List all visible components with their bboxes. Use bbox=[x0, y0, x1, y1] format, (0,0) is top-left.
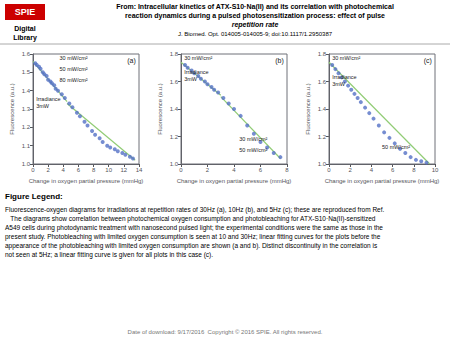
svg-text:Fluorescence-oxygen diagrams f: Fluorescence-oxygen diagrams for irradia… bbox=[5, 206, 385, 214]
svg-text:0: 0 bbox=[31, 167, 35, 173]
svg-text:Irradiance: Irradiance bbox=[36, 96, 60, 102]
svg-text:(a): (a) bbox=[127, 57, 136, 65]
svg-text:1.6: 1.6 bbox=[318, 79, 327, 85]
svg-text:1.6: 1.6 bbox=[170, 79, 179, 85]
svg-text:1.0: 1.0 bbox=[22, 161, 31, 167]
svg-text:1.2: 1.2 bbox=[170, 134, 179, 140]
svg-text:Change in oxygen partial press: Change in oxygen partial pressure (mmHg) bbox=[177, 178, 292, 184]
svg-text:repetition rate: repetition rate bbox=[232, 21, 279, 29]
svg-text:30 mW/cm²: 30 mW/cm² bbox=[239, 136, 267, 142]
svg-text:8: 8 bbox=[92, 167, 96, 173]
svg-text:30 mW/cm²: 30 mW/cm² bbox=[60, 55, 88, 61]
svg-text:6: 6 bbox=[259, 167, 263, 173]
svg-text:1.0: 1.0 bbox=[318, 161, 327, 167]
svg-text:80 mW/cm²: 80 mW/cm² bbox=[60, 77, 88, 83]
svg-text:4: 4 bbox=[62, 167, 66, 173]
svg-text:8: 8 bbox=[285, 167, 289, 173]
svg-text:2: 2 bbox=[349, 167, 353, 173]
svg-text:2: 2 bbox=[206, 167, 210, 173]
svg-text:6: 6 bbox=[77, 167, 81, 173]
svg-text:A549 cells during photodynamic: A549 cells during photodynamic treatment… bbox=[5, 224, 383, 232]
svg-text:1.8: 1.8 bbox=[170, 51, 179, 57]
svg-text:4: 4 bbox=[232, 167, 236, 173]
svg-text:Library: Library bbox=[13, 34, 37, 42]
svg-text:3mW: 3mW bbox=[184, 76, 198, 82]
svg-text:Figure Legend:: Figure Legend: bbox=[5, 192, 63, 201]
svg-text:0: 0 bbox=[327, 167, 331, 173]
svg-text:50 mW/cm²: 50 mW/cm² bbox=[239, 147, 267, 153]
svg-text:1.2: 1.2 bbox=[318, 134, 327, 140]
svg-text:Date of download: 9/17/2016 C: Date of download: 9/17/2016 Copyright © … bbox=[128, 329, 323, 335]
svg-text:The diagrams show correlation: The diagrams show correlation between ph… bbox=[5, 215, 376, 223]
svg-text:present study. Photobleaching: present study. Photobleaching with limit… bbox=[5, 233, 381, 241]
svg-text:30 mW/cm²: 30 mW/cm² bbox=[184, 55, 212, 61]
svg-text:Change in oxygen partial press: Change in oxygen partial pressure (mmHg) bbox=[29, 178, 144, 184]
svg-text:1.5: 1.5 bbox=[22, 69, 31, 75]
svg-text:Fluorescence (a.u.): Fluorescence (a.u.) bbox=[9, 83, 15, 135]
svg-text:12: 12 bbox=[121, 167, 128, 173]
svg-text:Fluorescence (a.u.): Fluorescence (a.u.) bbox=[157, 83, 163, 135]
svg-text:SPIE: SPIE bbox=[15, 7, 36, 17]
svg-text:0: 0 bbox=[179, 167, 183, 173]
svg-text:Irradiance: Irradiance bbox=[332, 74, 356, 80]
svg-text:3mW: 3mW bbox=[332, 81, 346, 87]
svg-text:1.0: 1.0 bbox=[170, 161, 179, 167]
svg-text:1.4: 1.4 bbox=[318, 106, 327, 112]
svg-text:Digital: Digital bbox=[14, 25, 35, 33]
svg-text:8: 8 bbox=[412, 167, 416, 173]
svg-text:Change in oxygen partial press: Change in oxygen partial pressure (mmHg) bbox=[325, 178, 440, 184]
svg-text:50 mW/cm²: 50 mW/cm² bbox=[382, 144, 410, 150]
svg-text:not seen at 5Hz; a linear fitt: not seen at 5Hz; a linear fitting curve … bbox=[5, 251, 213, 259]
svg-text:1.1: 1.1 bbox=[22, 143, 31, 149]
svg-text:3mW: 3mW bbox=[36, 103, 50, 109]
svg-text:10: 10 bbox=[432, 167, 439, 173]
svg-text:6: 6 bbox=[391, 167, 395, 173]
svg-text:50 mW/cm²: 50 mW/cm² bbox=[60, 66, 88, 72]
svg-text:30 mW/cm²: 30 mW/cm² bbox=[332, 55, 360, 61]
svg-text:10: 10 bbox=[105, 167, 112, 173]
svg-text:Irradiance: Irradiance bbox=[184, 69, 208, 75]
svg-text:1.8: 1.8 bbox=[318, 51, 327, 57]
svg-text:(c): (c) bbox=[424, 57, 432, 65]
svg-text:1.2: 1.2 bbox=[22, 124, 31, 130]
svg-text:1.3: 1.3 bbox=[22, 106, 31, 112]
svg-text:Fluorescence (a.u.): Fluorescence (a.u.) bbox=[305, 83, 311, 135]
svg-text:14: 14 bbox=[136, 167, 143, 173]
svg-text:reaction dynamics during a pul: reaction dynamics during a pulsed photos… bbox=[125, 12, 385, 20]
svg-text:1.4: 1.4 bbox=[170, 106, 179, 112]
svg-text:1.4: 1.4 bbox=[22, 88, 31, 94]
svg-text:2: 2 bbox=[46, 167, 50, 173]
svg-text:(b): (b) bbox=[275, 57, 284, 65]
svg-text:From: Intracellular kinetics o: From: Intracellular kinetics of ATX-S10·… bbox=[116, 3, 394, 11]
svg-text:1.6: 1.6 bbox=[22, 51, 31, 57]
svg-text:4: 4 bbox=[370, 167, 374, 173]
svg-text:appearance of the photobleachi: appearance of the photobleaching with li… bbox=[5, 242, 378, 250]
svg-text:J. Biomed. Opt. 014005-014005-: J. Biomed. Opt. 014005-014005-9; doi:10.… bbox=[178, 31, 333, 37]
